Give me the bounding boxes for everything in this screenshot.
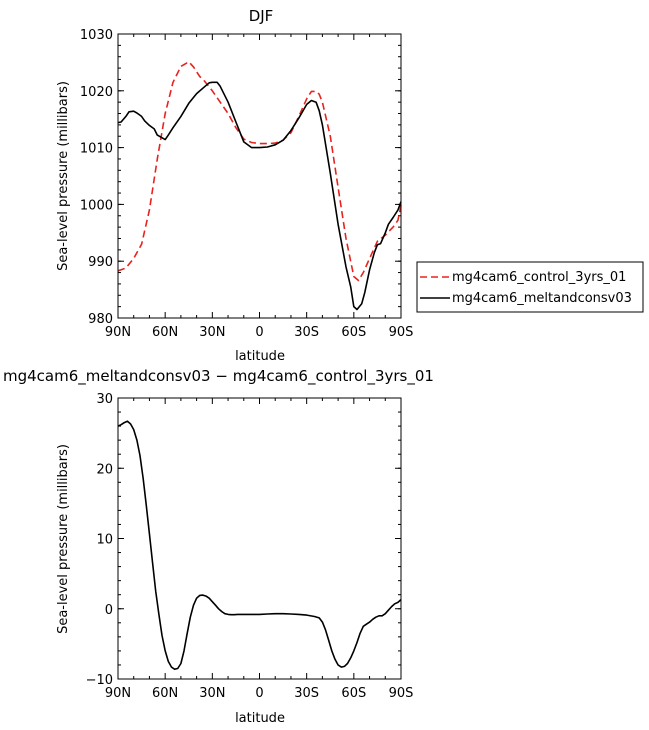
bottom-y-tick-label: 10 [96,533,113,548]
top-x-tick-label: 90S [389,325,414,340]
bottom-y-tick-label: −10 [86,673,113,688]
bottom-y-tick-label: 0 [105,603,113,618]
top-y-axis-label: Sea-level pressure (millibars) [56,81,71,271]
top-y-tick-label: 1020 [80,85,113,100]
top-x-tick-label: 60N [152,325,178,340]
top-series-line-1 [117,81,402,311]
top-plot-frame [117,33,402,319]
top-x-tick-label: 60S [341,325,366,340]
bottom-y-axis-label: Sea-level pressure (millibars) [56,444,71,634]
top-x-tick-label: 90N [105,325,131,340]
top-y-tick-label: 1010 [80,142,113,157]
top-tick-layer: 90N 60N 30N 0 30S 60S 90S 980 990 1000 1010 1020 103… [80,28,413,340]
bottom-x-tick-label: 90S [389,686,414,701]
bottom-chart: mg4cam6_meltandconsv03 − mg4cam6_control… [3,367,434,726]
legend: mg4cam6_control_3yrs_01 mg4cam6_meltandc… [416,261,644,313]
bottom-x-tick-label: 90N [105,686,131,701]
bottom-series-line-0 [117,420,402,671]
bottom-x-tick-label: 60N [152,686,178,701]
top-series-layer [117,60,402,311]
bottom-y-tick-label: 30 [96,392,113,407]
legend-label-control: mg4cam6_control_3yrs_01 [452,270,626,285]
bottom-x-tick-label: 30N [199,686,225,701]
top-chart: DJF Sea-level pressure (millibars) latit… [56,7,413,364]
top-y-tick-label: 1030 [80,28,113,43]
bottom-y-tick-label: 20 [96,462,113,477]
bottom-x-tick-label: 60S [341,686,366,701]
bottom-x-axis-label: latitude [235,711,285,726]
bottom-chart-title: mg4cam6_meltandconsv03 − mg4cam6_control… [3,367,434,386]
bottom-plot-frame [117,397,402,680]
bottom-tick-layer: 90N 60N 30N 0 30S 60S 90S −10 0 10 20 30 [86,392,414,701]
top-y-tick-label: 990 [88,255,113,270]
bottom-x-tick-label: 0 [255,686,263,701]
top-y-tick-label: 980 [88,312,113,327]
top-x-tick-label: 0 [255,325,263,340]
bottom-series-layer [117,420,402,671]
top-x-axis-label: latitude [235,349,285,364]
legend-label-meltandconsv: mg4cam6_meltandconsv03 [452,291,632,306]
legend-box [416,261,644,313]
bottom-x-tick-label: 30S [294,686,319,701]
top-y-tick-label: 1000 [80,198,113,213]
top-chart-title: DJF [249,7,274,25]
top-series-line-0 [117,60,402,282]
top-x-tick-label: 30S [294,325,319,340]
top-x-tick-label: 30N [199,325,225,340]
